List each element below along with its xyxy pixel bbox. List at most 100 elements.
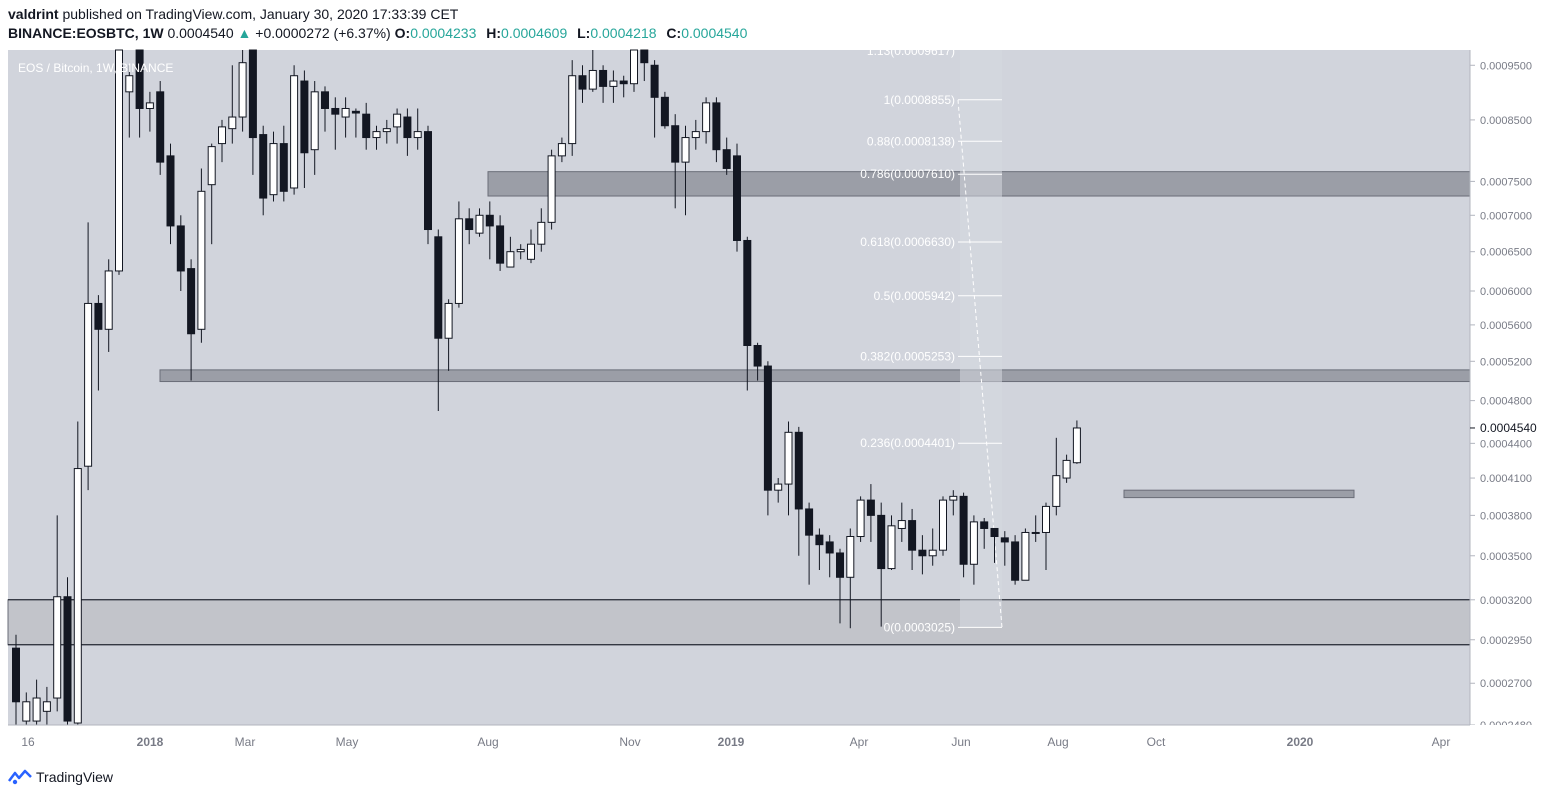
- candle-up[interactable]: [42, 701, 51, 712]
- candle-down[interactable]: [321, 91, 329, 109]
- candle-up[interactable]: [897, 520, 906, 529]
- candle-down[interactable]: [743, 239, 752, 346]
- candle-up[interactable]: [527, 243, 535, 260]
- candle-up[interactable]: [372, 131, 381, 139]
- candle-up[interactable]: [115, 49, 123, 272]
- candle-up[interactable]: [475, 214, 484, 234]
- candle-up[interactable]: [382, 128, 391, 133]
- candle-down[interactable]: [351, 110, 360, 114]
- candle-up[interactable]: [1042, 505, 1050, 533]
- candle-up[interactable]: [784, 431, 793, 485]
- candle-down[interactable]: [650, 64, 659, 98]
- candle-up[interactable]: [84, 302, 93, 467]
- support-resistance-zone[interactable]: [1123, 489, 1355, 499]
- candle-down[interactable]: [1011, 541, 1020, 581]
- candle-down[interactable]: [794, 431, 803, 510]
- candle-up[interactable]: [774, 483, 783, 491]
- candle-up[interactable]: [609, 80, 618, 87]
- candle-down[interactable]: [599, 69, 608, 87]
- candle-up[interactable]: [393, 113, 402, 128]
- candle-up[interactable]: [22, 701, 31, 722]
- candle-down[interactable]: [815, 534, 824, 546]
- candle-up[interactable]: [413, 131, 422, 139]
- candle-down[interactable]: [980, 521, 989, 529]
- candle-up[interactable]: [228, 116, 237, 130]
- candle-up[interactable]: [125, 75, 134, 93]
- candle-down[interactable]: [94, 302, 103, 330]
- candle-up[interactable]: [1052, 475, 1061, 507]
- candle-down[interactable]: [918, 549, 927, 557]
- candle-down[interactable]: [763, 365, 772, 491]
- candle-down[interactable]: [805, 508, 814, 536]
- candle-down[interactable]: [248, 49, 257, 139]
- candle-up[interactable]: [630, 49, 638, 85]
- candle-down[interactable]: [1000, 537, 1009, 543]
- candle-up[interactable]: [197, 190, 206, 330]
- candle-up[interactable]: [939, 499, 947, 551]
- candle-down[interactable]: [712, 102, 721, 151]
- candle-down[interactable]: [135, 49, 144, 109]
- candle-down[interactable]: [877, 514, 886, 570]
- candle-up[interactable]: [218, 126, 226, 145]
- candle-up[interactable]: [856, 499, 865, 538]
- candle-up[interactable]: [588, 69, 597, 90]
- candle-up[interactable]: [310, 91, 319, 151]
- candle-down[interactable]: [465, 218, 474, 231]
- candle-down[interactable]: [362, 113, 371, 139]
- candle-up[interactable]: [238, 62, 247, 118]
- tradingview-logo-icon[interactable]: [8, 768, 32, 786]
- candle-down[interactable]: [300, 80, 309, 154]
- candle-up[interactable]: [454, 218, 463, 304]
- candle-down[interactable]: [908, 520, 917, 551]
- candle-up[interactable]: [846, 536, 855, 578]
- support-resistance-zone[interactable]: [159, 369, 1471, 383]
- candle-up[interactable]: [568, 75, 577, 145]
- candle-up[interactable]: [207, 146, 216, 186]
- candle-up[interactable]: [32, 697, 41, 722]
- candle-down[interactable]: [259, 134, 268, 199]
- candle-down[interactable]: [825, 541, 834, 554]
- candle-up[interactable]: [537, 221, 546, 245]
- candle-down[interactable]: [619, 80, 628, 85]
- candle-up[interactable]: [73, 468, 82, 724]
- candle-up[interactable]: [1021, 531, 1030, 581]
- candle-up[interactable]: [547, 155, 556, 223]
- candle-up[interactable]: [269, 143, 278, 196]
- candle-up[interactable]: [145, 102, 154, 109]
- candle-up[interactable]: [691, 131, 700, 139]
- candle-down[interactable]: [660, 96, 669, 127]
- author-name[interactable]: valdrint: [8, 6, 59, 22]
- candle-down[interactable]: [640, 49, 649, 64]
- candle-down[interactable]: [578, 75, 587, 90]
- price-axis[interactable]: [1470, 50, 1560, 725]
- candle-up[interactable]: [969, 521, 978, 565]
- candle-up[interactable]: [887, 525, 896, 570]
- candle-up[interactable]: [444, 302, 453, 339]
- candle-down[interactable]: [12, 647, 20, 703]
- candle-down[interactable]: [176, 225, 185, 272]
- candle-up[interactable]: [53, 596, 62, 699]
- candle-up[interactable]: [1062, 459, 1071, 479]
- candle-up[interactable]: [681, 137, 690, 163]
- candle-up[interactable]: [506, 251, 515, 268]
- time-axis[interactable]: [0, 725, 1560, 758]
- candle-up[interactable]: [104, 270, 113, 330]
- candle-down[interactable]: [156, 91, 165, 163]
- candle-down[interactable]: [959, 495, 968, 565]
- candle-up[interactable]: [290, 75, 299, 189]
- candle-up[interactable]: [1031, 531, 1040, 534]
- candle-down[interactable]: [403, 116, 412, 139]
- candle-down[interactable]: [733, 155, 741, 241]
- candle-up[interactable]: [516, 248, 525, 253]
- candle-down[interactable]: [424, 131, 432, 231]
- candle-down[interactable]: [331, 107, 340, 115]
- candle-down[interactable]: [434, 236, 443, 339]
- candle-down[interactable]: [279, 143, 288, 192]
- candle-down[interactable]: [166, 155, 175, 227]
- candle-down[interactable]: [866, 499, 875, 516]
- support-resistance-zone[interactable]: [7, 599, 1471, 646]
- candle-up[interactable]: [557, 143, 566, 157]
- candle-down[interactable]: [496, 225, 505, 264]
- candle-down[interactable]: [187, 268, 196, 335]
